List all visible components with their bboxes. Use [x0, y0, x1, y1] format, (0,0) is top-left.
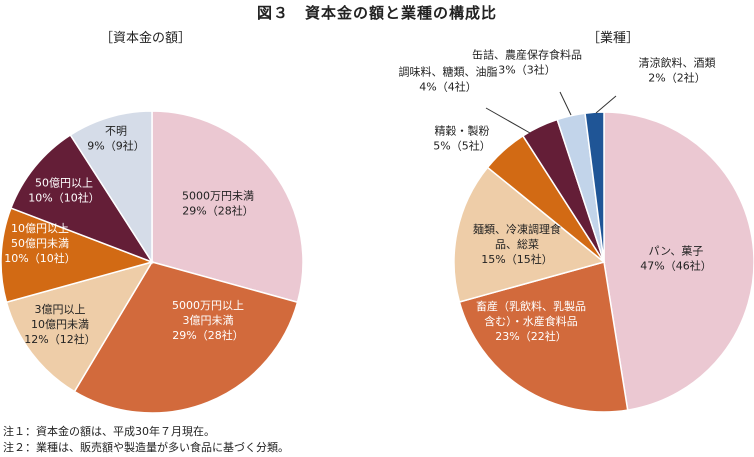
chart2-slice-3 — [453, 166, 606, 303]
chart1-label-4-line-3: 10%（10社） — [4, 251, 75, 265]
chart1-slice-1 — [151, 110, 304, 304]
chart1-label-5-line-1: 50億円以上 — [35, 177, 93, 190]
chart1-label-2-line-3: 29%（28社） — [172, 328, 243, 342]
chart1-label-6-line-2: 9%（9社） — [87, 139, 144, 153]
chart2-label-3-line-3: 15%（15社） — [481, 252, 552, 266]
figure-title: 図３ 資本金の額と業種の構成比 — [256, 4, 497, 22]
chart1-slice-6 — [69, 110, 153, 265]
chart2-label-3-line-2: 品、総菜 — [495, 237, 539, 251]
chart1-label-4-line-1: 10億円以上 — [11, 222, 69, 235]
chart1-slice-3 — [5, 260, 154, 393]
chart2-leader-5 — [485, 107, 531, 134]
chart1-label-4-line-2: 50億円未満 — [11, 237, 69, 250]
chart2-leader-7 — [595, 95, 617, 114]
chart2-label-1-line-2: 47%（46社） — [640, 259, 711, 273]
industry-chart-title: ［業種］ — [587, 31, 640, 46]
chart1-label-5-line-2: 10%（10社） — [28, 191, 99, 205]
chart2-label-2-line-2: 含む）・水産食料品 — [484, 314, 578, 328]
chart2-label-7-line-2: 2%（2社） — [648, 71, 705, 85]
chart1-label-3-line-1: 3億円以上 — [35, 303, 86, 316]
note-2: 注２：業種は、販売額や製造量が多い食品に基づく分類。 — [3, 441, 289, 454]
chart1-slice-5 — [9, 133, 154, 264]
chart2-label-7-line-1: 清涼飲料、酒類 — [639, 56, 716, 70]
chart2-label-4-line-1: 精穀・製粉 — [435, 124, 490, 138]
chart1-label-1-line-2: 29%（28社） — [182, 204, 253, 218]
chart1-label-2-line-2: 3億円未満 — [183, 314, 234, 327]
capital-chart-title: ［資本金の額］ — [100, 31, 192, 46]
chart2-label-2-line-1: 畜産（乳飲料、乳製品 — [476, 299, 586, 313]
chart1-slice-4 — [0, 207, 155, 304]
chart2-label-5-line-2: 4%（4社） — [419, 80, 476, 94]
chart2-slice-2 — [458, 261, 629, 413]
chart2-label-5-line-1: 調味料、糖類、油脂 — [399, 65, 498, 79]
chart2-label-6-line-1: 缶詰、農産保存食料品 — [472, 48, 582, 62]
note-1: 注１：資本金の額は、平成30年７月現在。 — [3, 425, 215, 438]
chart2-label-3-line-1: 麺類、冷凍調理食 — [473, 222, 561, 236]
chart2-label-6-line-2: 3%（3社） — [498, 63, 555, 77]
chart1-label-2-line-1: 5000万円以上 — [172, 299, 244, 312]
chart1-label-3-line-2: 10億円未満 — [31, 318, 89, 331]
chart1-label-6-line-1: 不明 — [105, 125, 127, 138]
chart2-label-1-line-1: パン、菓子 — [649, 245, 704, 258]
chart1-label-3-line-3: 12%（12社） — [24, 332, 95, 346]
chart2-label-4-line-2: 5%（5社） — [433, 139, 490, 153]
notes: 注１：資本金の額は、平成30年７月現在。 注２：業種は、販売額や製造量が多い食品… — [3, 424, 289, 456]
chart2-label-2-line-3: 23%（22社） — [495, 329, 566, 343]
chart2-leader-6 — [559, 91, 572, 116]
chart2-slice-7 — [584, 111, 605, 263]
chart1-label-1-line-1: 5000万円未満 — [182, 190, 254, 203]
